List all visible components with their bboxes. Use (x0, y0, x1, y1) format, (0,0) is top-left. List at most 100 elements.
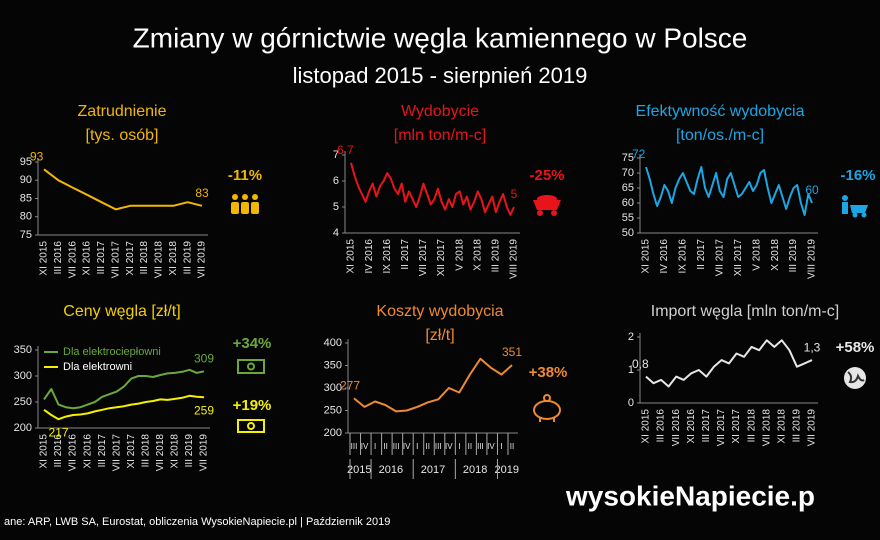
x-tick-label: VII 2018 (761, 409, 772, 447)
y-tick-label: 350 (324, 359, 342, 371)
data-label: 259 (194, 403, 214, 417)
y-tick-label: 300 (324, 382, 342, 394)
x-tick-label: II 2017 (696, 239, 707, 270)
data-label: 6,7 (337, 143, 354, 157)
source-note: ane: ARP, LWB SA, Eurostat, obliczenia W… (4, 516, 390, 528)
x-tick-label: XI 2017 (125, 241, 136, 276)
x-tick-label: III 2018 (139, 241, 150, 275)
x-tick-label: VII 2017 (714, 239, 725, 277)
change-label: -11% (228, 167, 262, 184)
x-tick-label: VII 2018 (154, 241, 165, 279)
x-tick-label: I (416, 442, 418, 451)
legend-label: Dla elektrociepłowni (63, 346, 161, 358)
y-tick-label: 70 (622, 167, 634, 179)
x-tick-label: XII 2017 (733, 239, 744, 277)
x-tick-label: II 2017 (400, 239, 411, 270)
y-tick-label: 75 (622, 152, 634, 164)
chart-title: Zatrudnienie (78, 103, 167, 120)
y-tick-label: 4 (333, 227, 339, 239)
year-label: 2019 (494, 464, 518, 476)
y-tick-label: 250 (324, 404, 342, 416)
x-tick-label: XI 2016 (82, 434, 93, 469)
y-tick-label: 2 (628, 331, 634, 343)
year-label: 2018 (463, 464, 487, 476)
data-label: 0,8 (632, 357, 649, 371)
data-line (43, 168, 203, 211)
x-tick-label: III 2018 (746, 409, 757, 443)
chart-unit: [tys. osób] (86, 127, 159, 144)
x-tick-label: VIII 2019 (807, 239, 818, 279)
x-tick-label: VII 2017 (110, 241, 121, 279)
x-tick-label: VII 2017 (418, 239, 429, 277)
data-label: 72 (632, 147, 646, 161)
x-tick-label: III (351, 442, 358, 451)
x-tick-label: VII 2019 (197, 241, 208, 279)
y-tick-label: 80 (20, 211, 32, 223)
x-tick-label: VII 2018 (155, 434, 166, 472)
x-tick-label: III (393, 442, 400, 451)
x-tick-label: II (426, 442, 430, 451)
x-tick-label: III (435, 442, 442, 451)
x-tick-label: I (458, 442, 460, 451)
x-tick-label: III 2016 (53, 434, 64, 468)
x-tick-label: III 2017 (97, 434, 108, 468)
chart-unit: [ton/os./m-c] (676, 127, 764, 144)
year-label: 2016 (379, 464, 403, 476)
chart-title: Koszty wydobycia (376, 303, 503, 320)
x-tick-label: XII 2017 (436, 239, 447, 277)
x-tick-label: I (500, 442, 502, 451)
x-tick-label: II (468, 442, 472, 451)
data-line (645, 166, 813, 216)
y-tick-label: 75 (20, 229, 32, 241)
mine-cart-icon (533, 195, 561, 216)
x-tick-label: X 2018 (472, 239, 483, 271)
x-tick-label: XI 2016 (82, 241, 93, 276)
x-tick-label: V 2018 (751, 239, 762, 271)
change-label: +38% (529, 364, 568, 381)
x-tick-label: VII 2016 (68, 434, 79, 472)
data-label: 351 (502, 345, 522, 359)
legend-label: Dla elektrowni (63, 361, 132, 373)
x-tick-label: II (383, 442, 387, 451)
data-label: 277 (340, 379, 360, 393)
y-tick-label: 90 (20, 174, 32, 186)
x-tick-label: XI 2018 (170, 434, 181, 469)
x-tick-label: III 2017 (96, 241, 107, 275)
x-tick-label: VII 2019 (807, 409, 818, 447)
y-tick-label: 350 (14, 344, 32, 356)
x-tick-label: IV 2016 (659, 239, 670, 274)
money-icon (237, 359, 265, 374)
data-label: 83 (195, 186, 209, 200)
x-tick-label: X 2018 (770, 239, 781, 271)
x-tick-label: XI 2017 (731, 409, 742, 444)
y-tick-label: 95 (20, 156, 32, 168)
x-tick-label: XI 2015 (39, 434, 50, 469)
subtitle: listopad 2015 - sierpnień 2019 (293, 63, 588, 88)
change-label: +19% (233, 397, 272, 414)
data-label: 5 (511, 187, 518, 201)
y-tick-label: 60 (622, 197, 634, 209)
x-tick-label: IV (361, 442, 369, 451)
x-tick-label: VIII 2019 (509, 239, 520, 279)
chart-unit: [mln ton/m-c] (394, 127, 486, 144)
x-tick-label: VII 2016 (67, 241, 78, 279)
data-label: 1,3 (804, 340, 821, 354)
data-label: 309 (194, 351, 214, 365)
globe-icon (844, 367, 866, 389)
data-line (43, 394, 205, 421)
x-tick-label: I (374, 442, 376, 451)
x-tick-label: III 2019 (184, 434, 195, 468)
chart-unit: [zł/t] (425, 327, 454, 344)
y-tick-label: 300 (14, 370, 32, 382)
data-line (350, 162, 515, 216)
year-label: 2017 (421, 464, 445, 476)
x-tick-label: VII 2019 (199, 434, 210, 472)
x-tick-label: XI 2016 (686, 409, 697, 444)
y-tick-label: 65 (622, 182, 634, 194)
change-label: +58% (836, 339, 875, 356)
x-tick-label: XI 2015 (641, 409, 652, 444)
y-tick-label: 0 (628, 397, 634, 409)
chart-title: Efektywność wydobycia (636, 103, 805, 120)
y-tick-label: 85 (20, 192, 32, 204)
